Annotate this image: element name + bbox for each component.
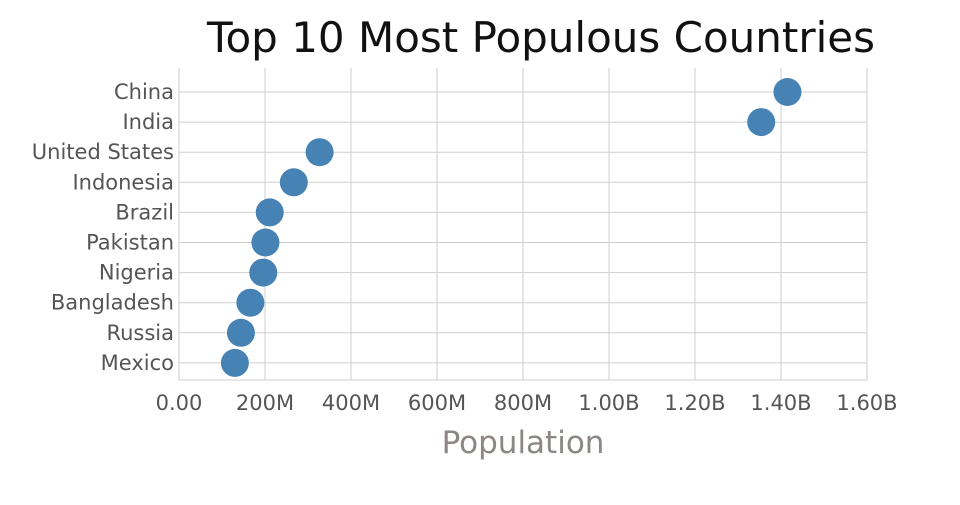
y-category-label: Brazil <box>115 200 174 224</box>
data-point <box>279 168 308 197</box>
x-tick-label: 1.20B <box>664 391 725 415</box>
x-tick-label: 600M <box>408 391 466 415</box>
x-axis-tick-labels: 0.00 200M 400M 600M 800M 1.00B 1.20B 1.40B 1.60B <box>156 391 898 415</box>
data-point <box>251 228 280 257</box>
y-category-label: Mexico <box>101 351 174 375</box>
y-category-label: Bangladesh <box>51 291 174 315</box>
y-category-label: China <box>114 80 174 104</box>
data-point <box>305 138 334 167</box>
x-tick-label: 200M <box>236 391 294 415</box>
data-points <box>220 78 802 377</box>
y-category-label: Russia <box>106 321 174 345</box>
y-category-label: Nigeria <box>99 261 174 285</box>
x-tick-label: 800M <box>494 391 552 415</box>
data-point <box>220 348 249 377</box>
x-tick-label: 1.60B <box>836 391 897 415</box>
data-point <box>255 198 284 227</box>
y-category-label: Indonesia <box>72 170 174 194</box>
y-category-label: United States <box>32 140 174 164</box>
y-category-label: India <box>122 110 174 134</box>
x-tick-label: 1.00B <box>578 391 639 415</box>
x-tick-label: 400M <box>322 391 380 415</box>
y-axis-category-labels: China India United States Indonesia Brazil Pa… <box>32 80 174 375</box>
y-category-label: Pakistan <box>86 231 174 255</box>
x-axis-title: Population <box>442 425 605 461</box>
data-point <box>226 318 255 347</box>
chart-title: Top 10 Most Populous Countries <box>206 13 875 62</box>
gridlines <box>178 68 868 380</box>
data-point <box>773 78 802 106</box>
data-point <box>249 258 278 287</box>
data-point <box>747 108 776 137</box>
data-point <box>236 288 265 317</box>
x-tick-label: 1.40B <box>750 391 811 415</box>
x-tick-label: 0.00 <box>156 391 203 415</box>
